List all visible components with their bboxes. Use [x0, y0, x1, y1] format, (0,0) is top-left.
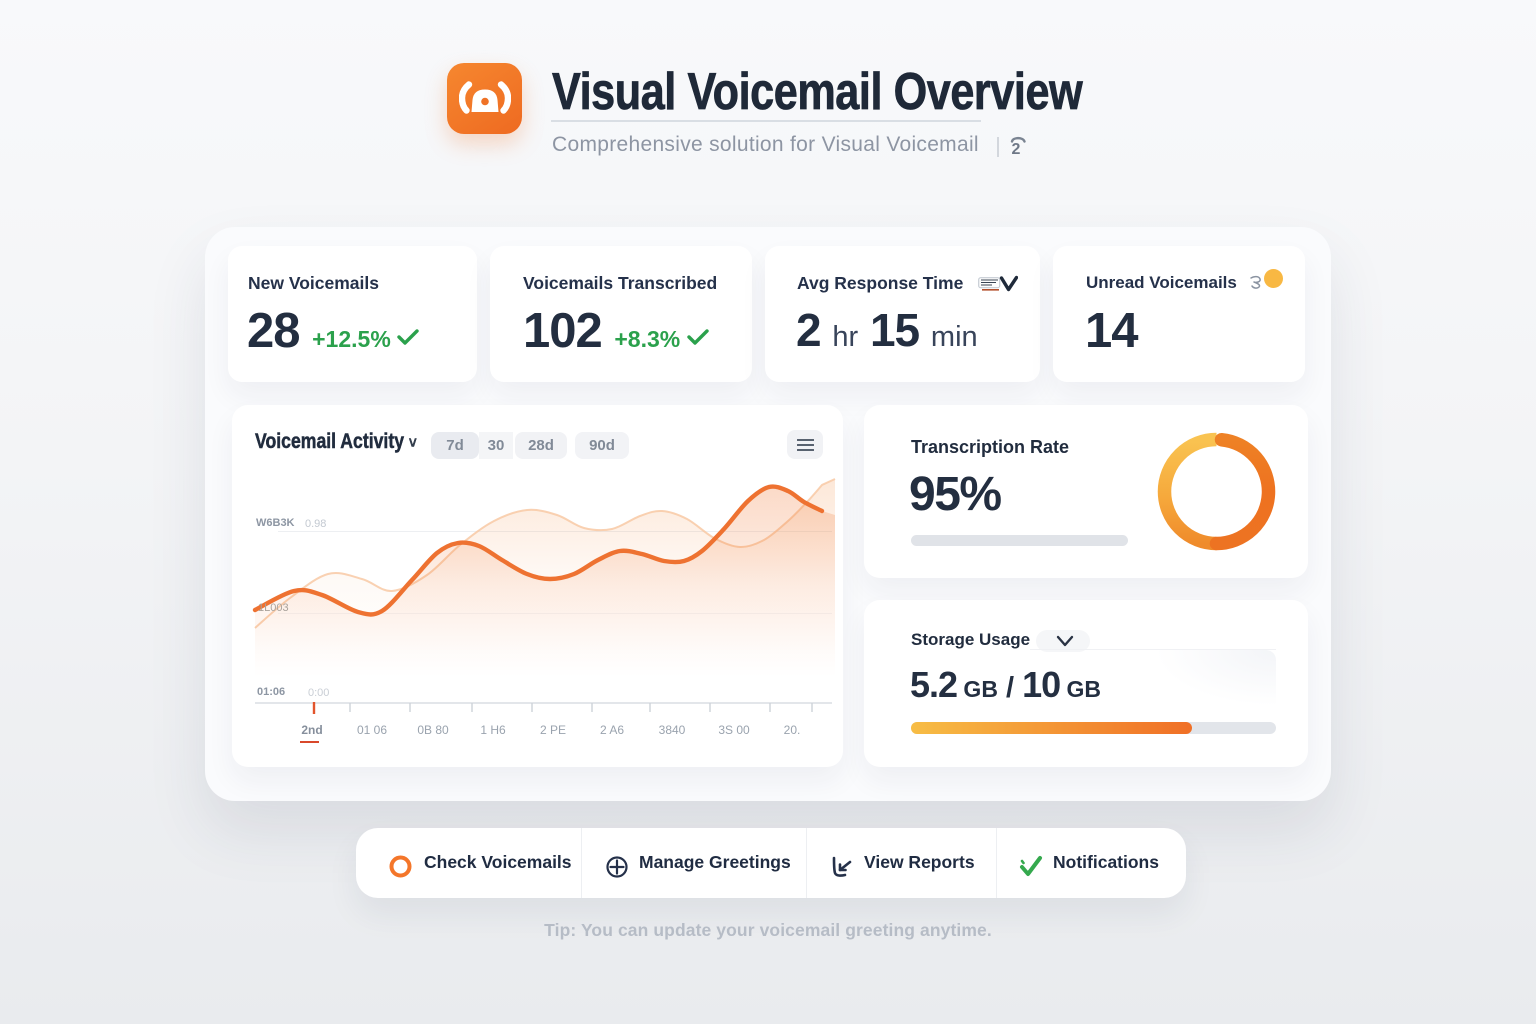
svg-text:2: 2 — [1012, 141, 1021, 158]
